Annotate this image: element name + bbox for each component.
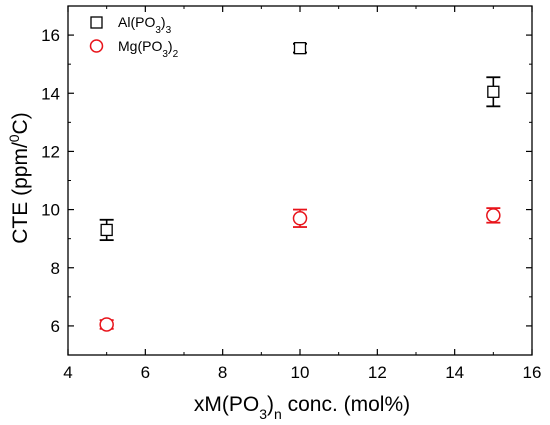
y-tick-label: 10 xyxy=(41,201,60,220)
legend-marker-mg xyxy=(89,39,104,53)
legend: Al(PO3)3 Mg(PO3)2 xyxy=(89,14,179,60)
plot-area xyxy=(67,5,533,356)
y-tick-label: 16 xyxy=(41,26,60,45)
data-point xyxy=(100,223,113,237)
data-point xyxy=(293,42,307,55)
y-axis-title: CTE (ppm/0C) xyxy=(6,112,32,243)
x-tick-label: 6 xyxy=(141,363,150,382)
y-tick-label: 6 xyxy=(51,317,60,336)
data-point xyxy=(487,85,500,98)
x-tick-label: 10 xyxy=(291,363,310,382)
x-tick-label: 14 xyxy=(445,363,464,382)
y-tick-label: 8 xyxy=(51,259,60,278)
data-point xyxy=(292,211,308,226)
legend-label-mg: Mg(PO3)2 xyxy=(118,38,179,60)
y-axis-ticks: 6 8 10 12 14 16 xyxy=(41,5,532,356)
x-tick-label: 12 xyxy=(368,363,387,382)
y-tick-label: 12 xyxy=(41,142,60,161)
x-tick-label: 8 xyxy=(218,363,227,382)
x-axis-title: xM(PO3)n conc. (mol%) xyxy=(194,393,410,422)
x-axis-ticks: 4 6 8 10 12 14 16 xyxy=(63,6,541,382)
plot-frame xyxy=(67,5,533,356)
legend-label-al: Al(PO3)3 xyxy=(118,14,172,36)
series-mg-po3-2 xyxy=(99,207,501,332)
x-tick-label: 4 xyxy=(63,363,72,382)
data-point xyxy=(486,208,501,223)
y-tick-label: 14 xyxy=(41,84,60,103)
x-tick-label: 16 xyxy=(523,363,542,382)
series-layer xyxy=(99,42,501,332)
data-point xyxy=(99,317,114,332)
legend-marker-al xyxy=(90,16,103,29)
series-al-po3-3 xyxy=(99,42,501,242)
